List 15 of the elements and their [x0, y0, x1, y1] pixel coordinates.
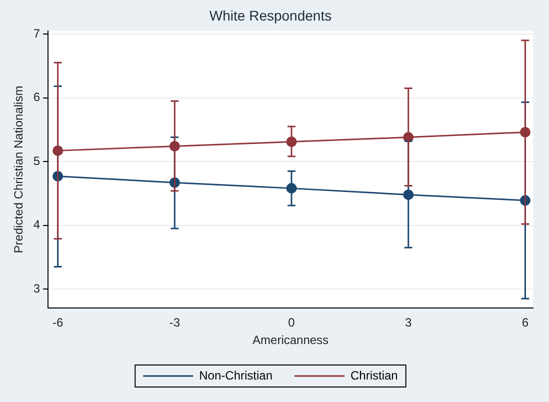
- legend-label: Christian: [350, 368, 398, 382]
- chart-title: White Respondents: [209, 7, 332, 24]
- y-tick-label: 7: [33, 26, 40, 40]
- y-tick-label: 5: [33, 154, 40, 168]
- x-tick-label: -3: [169, 316, 180, 330]
- legend-label: Non-Christian: [199, 368, 273, 382]
- y-tick-label: 4: [33, 218, 40, 232]
- x-axis-title: Americanness: [252, 333, 329, 348]
- x-tick-label: 0: [288, 316, 296, 330]
- y-axis-title: Predicted Christian Nationalism: [12, 86, 26, 254]
- y-tick-label: 6: [33, 90, 40, 104]
- y-tick-label: 3: [33, 281, 40, 296]
- x-tick-label: -6: [52, 316, 64, 330]
- x-tick-label: 3: [405, 316, 412, 330]
- x-tick-label: 6: [522, 316, 529, 330]
